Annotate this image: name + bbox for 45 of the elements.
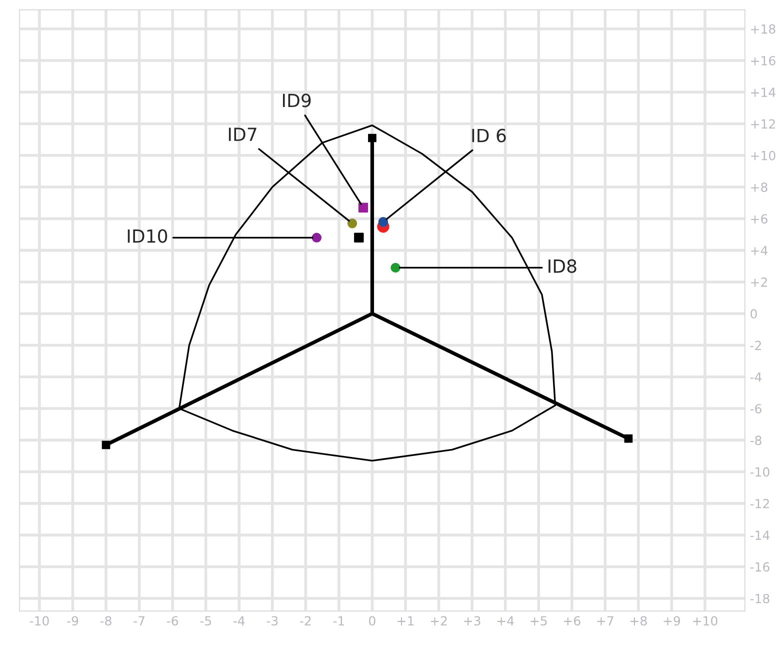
- y-tick-label: -16: [750, 562, 770, 572]
- annotation: ID10: [128, 229, 168, 243]
- x-tick-label: +9: [664, 616, 680, 626]
- x-tick-label: +5: [530, 616, 547, 626]
- x-tick-label: +7: [597, 616, 614, 626]
- y-tick-label: -8: [750, 436, 762, 446]
- y-tick-label: +6: [751, 214, 768, 224]
- x-tick-label: -6: [166, 616, 178, 626]
- x-tick-label: -8: [100, 616, 112, 626]
- y-tick-label: +14: [751, 88, 776, 97]
- y-tick-label: -6: [750, 404, 762, 414]
- x-tick-label: +2: [430, 616, 447, 626]
- x-tick-label: +10: [693, 616, 718, 626]
- x-tick-label: -4: [233, 616, 245, 626]
- x-tick-label: -3: [266, 616, 278, 626]
- annotation: ID8: [548, 259, 576, 273]
- y-tick-label: +10: [751, 150, 776, 160]
- x-tick-label: -5: [200, 616, 211, 626]
- annotation: ID 6: [472, 128, 506, 142]
- y-tick-label: -2: [750, 340, 761, 350]
- y-tick-label: +8: [751, 182, 768, 192]
- x-tick-label: +1: [398, 616, 414, 626]
- y-tick-label: -10: [750, 467, 770, 477]
- x-tick-label: -2: [300, 616, 311, 626]
- y-tick-label: +16: [751, 56, 776, 66]
- y-tick-label: -14: [750, 530, 770, 540]
- x-tick-label: +6: [564, 616, 580, 626]
- x-tick-label: +3: [464, 616, 480, 626]
- y-tick-label: -18: [750, 594, 770, 604]
- x-tick-label: -9: [67, 616, 78, 626]
- x-tick-label: +4: [497, 616, 514, 626]
- x-tick-label: 0: [369, 616, 376, 626]
- x-tick-label: -10: [30, 616, 49, 626]
- y-tick-label: -12: [750, 498, 769, 508]
- y-tick-label: 0: [750, 309, 757, 319]
- y-tick-label: +4: [751, 246, 768, 256]
- y-tick-label: +2: [751, 277, 767, 287]
- annotation: ID9: [282, 94, 311, 108]
- y-tick-label: +18: [751, 24, 776, 34]
- y-tick-label: +12: [751, 119, 775, 129]
- y-tick-label: -4: [750, 372, 762, 382]
- annotation: ID7: [228, 128, 256, 141]
- x-tick-label: -7: [134, 616, 144, 626]
- x-tick-label: -1: [333, 616, 344, 626]
- x-tick-label: +8: [630, 616, 647, 626]
